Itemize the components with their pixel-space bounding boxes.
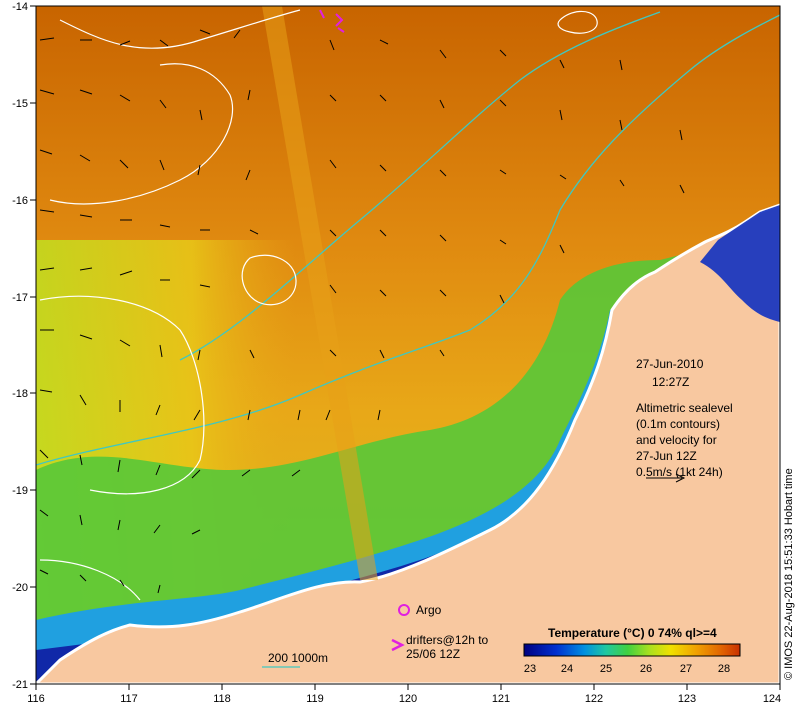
x-axis: 116 117 118 119 120 121 122 123 124 [27,684,781,705]
drifters-label-line-1: drifters@12h to [406,633,489,647]
y-tick-minus15: -15 [12,98,28,110]
colorbar-gradient [523,643,741,657]
y-tick-minus17: -17 [12,292,28,304]
y-tick-minus20: -20 [12,582,28,594]
x-tick-122: 122 [585,693,603,705]
satellite-swath [262,6,378,580]
map-plot-area [36,6,780,684]
drifter-marker-icon [391,638,405,652]
altimetry-line-5: 0.5m/s (1kt 24h) [636,465,723,479]
velocity-scale-arrow-icon [646,473,686,483]
drifters-label-line-2: 25/06 12Z [406,647,460,661]
argo-label: Argo [416,603,442,617]
king-sound-inlet [700,205,780,322]
x-tick-116: 116 [27,693,45,705]
colorbar-tick-23: 23 [524,663,536,675]
y-tick-minus19: -19 [12,485,28,497]
y-tick-minus18: -18 [12,388,28,400]
y-tick-minus16: -16 [12,195,28,207]
velocity-vectors [39,29,685,594]
x-tick-120: 120 [399,693,417,705]
altimetry-line-3: and velocity for [636,433,717,447]
altimetry-line-2: (0.1m contours) [636,417,720,431]
x-tick-123: 123 [678,693,696,705]
map-date: 27-Jun-2010 [636,357,704,371]
x-tick-119: 119 [306,693,324,705]
isobath-1000m [36,14,780,466]
colorbar-title: Temperature (°C) 0 74% ql>=4 [548,626,717,640]
argo-marker-icon [398,604,410,616]
y-tick-minus14: -14 [12,1,28,13]
isobath-label: 200 1000m [268,651,328,665]
map-time: 12:27Z [652,375,689,389]
colorbar-tick-26: 26 [640,663,652,675]
colorbar: Temperature (°C) 0 74% ql>=4 23 24 25 26… [523,626,741,675]
altimetry-line-1: Altimetric sealevel [636,401,733,415]
altimetry-line-4: 27-Jun 12Z [636,449,697,463]
altimetry-note: Altimetric sealevel (0.1m contours) and … [636,401,733,483]
x-tick-117: 117 [120,693,138,705]
colorbar-tick-28: 28 [718,663,730,675]
land-mass [36,203,780,684]
imos-credit: © IMOS 22-Aug-2018 15:51:33 Hobart time [783,468,795,680]
sealevel-contours [39,9,598,601]
colorbar-tick-27: 27 [680,663,692,675]
x-tick-121: 121 [492,693,510,705]
y-tick-minus21: -21 [12,679,28,691]
x-tick-124: 124 [763,693,781,705]
drifter-tracks [319,9,345,33]
colorbar-tick-24: 24 [561,663,573,675]
colorbar-tick-25: 25 [600,663,612,675]
y-axis: -14 -15 -16 -17 -18 -19 -20 -21 [12,1,36,691]
x-tick-118: 118 [213,693,231,705]
